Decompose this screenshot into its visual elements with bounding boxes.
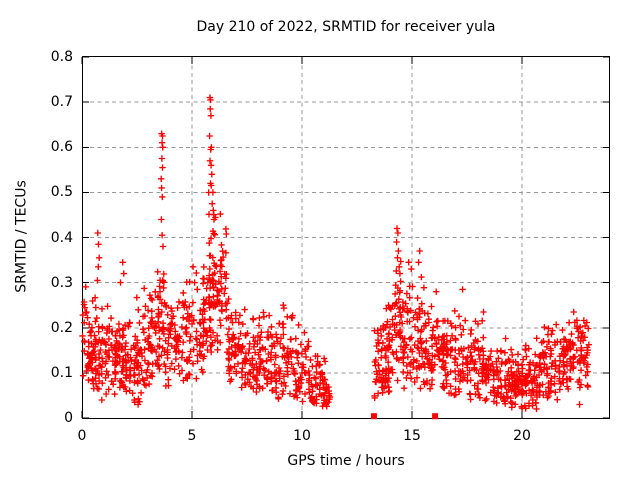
y-tick-label: 0.4 (50, 229, 73, 246)
x-axis-label: GPS time / hours (287, 453, 405, 469)
y-tick-label: 0.2 (50, 319, 73, 336)
y-tick-label: 0.7 (50, 94, 73, 111)
x-tick-label: 0 (77, 428, 87, 444)
flag-square-markers (370, 413, 439, 420)
x-tick-label: 15 (403, 428, 421, 444)
y-tick-label: 0.3 (50, 274, 73, 291)
scatter-points (79, 94, 592, 413)
y-tick-label: 0.5 (50, 184, 73, 201)
x-tick-label: 5 (187, 428, 197, 444)
y-tick-label: 0.6 (50, 139, 73, 156)
plot-border (82, 56, 610, 419)
y-tick-label: 0 (64, 410, 73, 426)
chart-title: Day 210 of 2022, SRMTID for receiver yul… (196, 19, 496, 35)
y-tick-label: 0.8 (50, 49, 73, 65)
x-tick-label: 10 (293, 428, 311, 444)
y-tick-label: 0.1 (50, 364, 73, 381)
x-tick-label: 20 (513, 428, 531, 444)
axis-ticks (81, 56, 610, 419)
